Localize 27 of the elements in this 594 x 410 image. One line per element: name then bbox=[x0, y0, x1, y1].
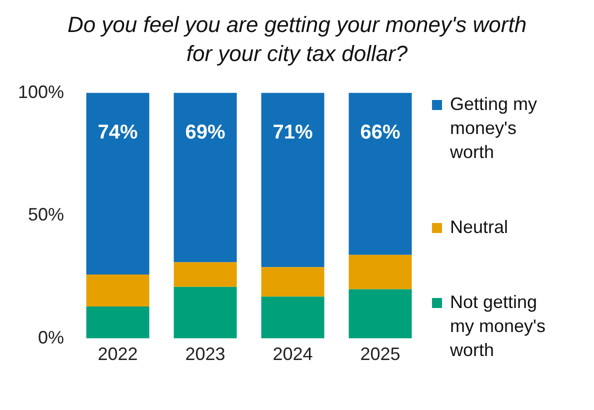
bar bbox=[86, 274, 150, 306]
legend-label: Getting my money's worth bbox=[450, 93, 538, 164]
y-tick-label: 100% bbox=[18, 82, 64, 102]
legend-label: Neutral bbox=[450, 216, 510, 239]
bar bbox=[261, 267, 324, 297]
data-label: 69% bbox=[185, 121, 226, 144]
bar bbox=[86, 92, 150, 275]
bar bbox=[261, 92, 324, 268]
data-label: 66% bbox=[360, 121, 400, 144]
bar bbox=[86, 306, 150, 338]
bar bbox=[348, 92, 412, 255]
data-label: 74% bbox=[98, 121, 138, 144]
bar bbox=[174, 286, 237, 338]
x-tick-label: 2024 bbox=[272, 344, 313, 364]
x-tick-label: 2022 bbox=[98, 344, 138, 364]
x-tick-label: 2023 bbox=[185, 344, 226, 364]
bar bbox=[174, 92, 237, 262]
bar bbox=[348, 289, 412, 338]
data-label: 71% bbox=[272, 121, 313, 144]
bar bbox=[174, 262, 237, 287]
bar bbox=[261, 296, 324, 338]
legend-label: Not getting my money's worth bbox=[450, 291, 546, 362]
y-tick-label: 0% bbox=[38, 327, 64, 348]
y-tick-label: 50% bbox=[28, 204, 64, 225]
bar bbox=[348, 254, 412, 290]
chart-title: Do you feel you are getting your money's worth for your city tax dollar? bbox=[66, 11, 528, 68]
x-tick-label: 2025 bbox=[360, 344, 400, 364]
